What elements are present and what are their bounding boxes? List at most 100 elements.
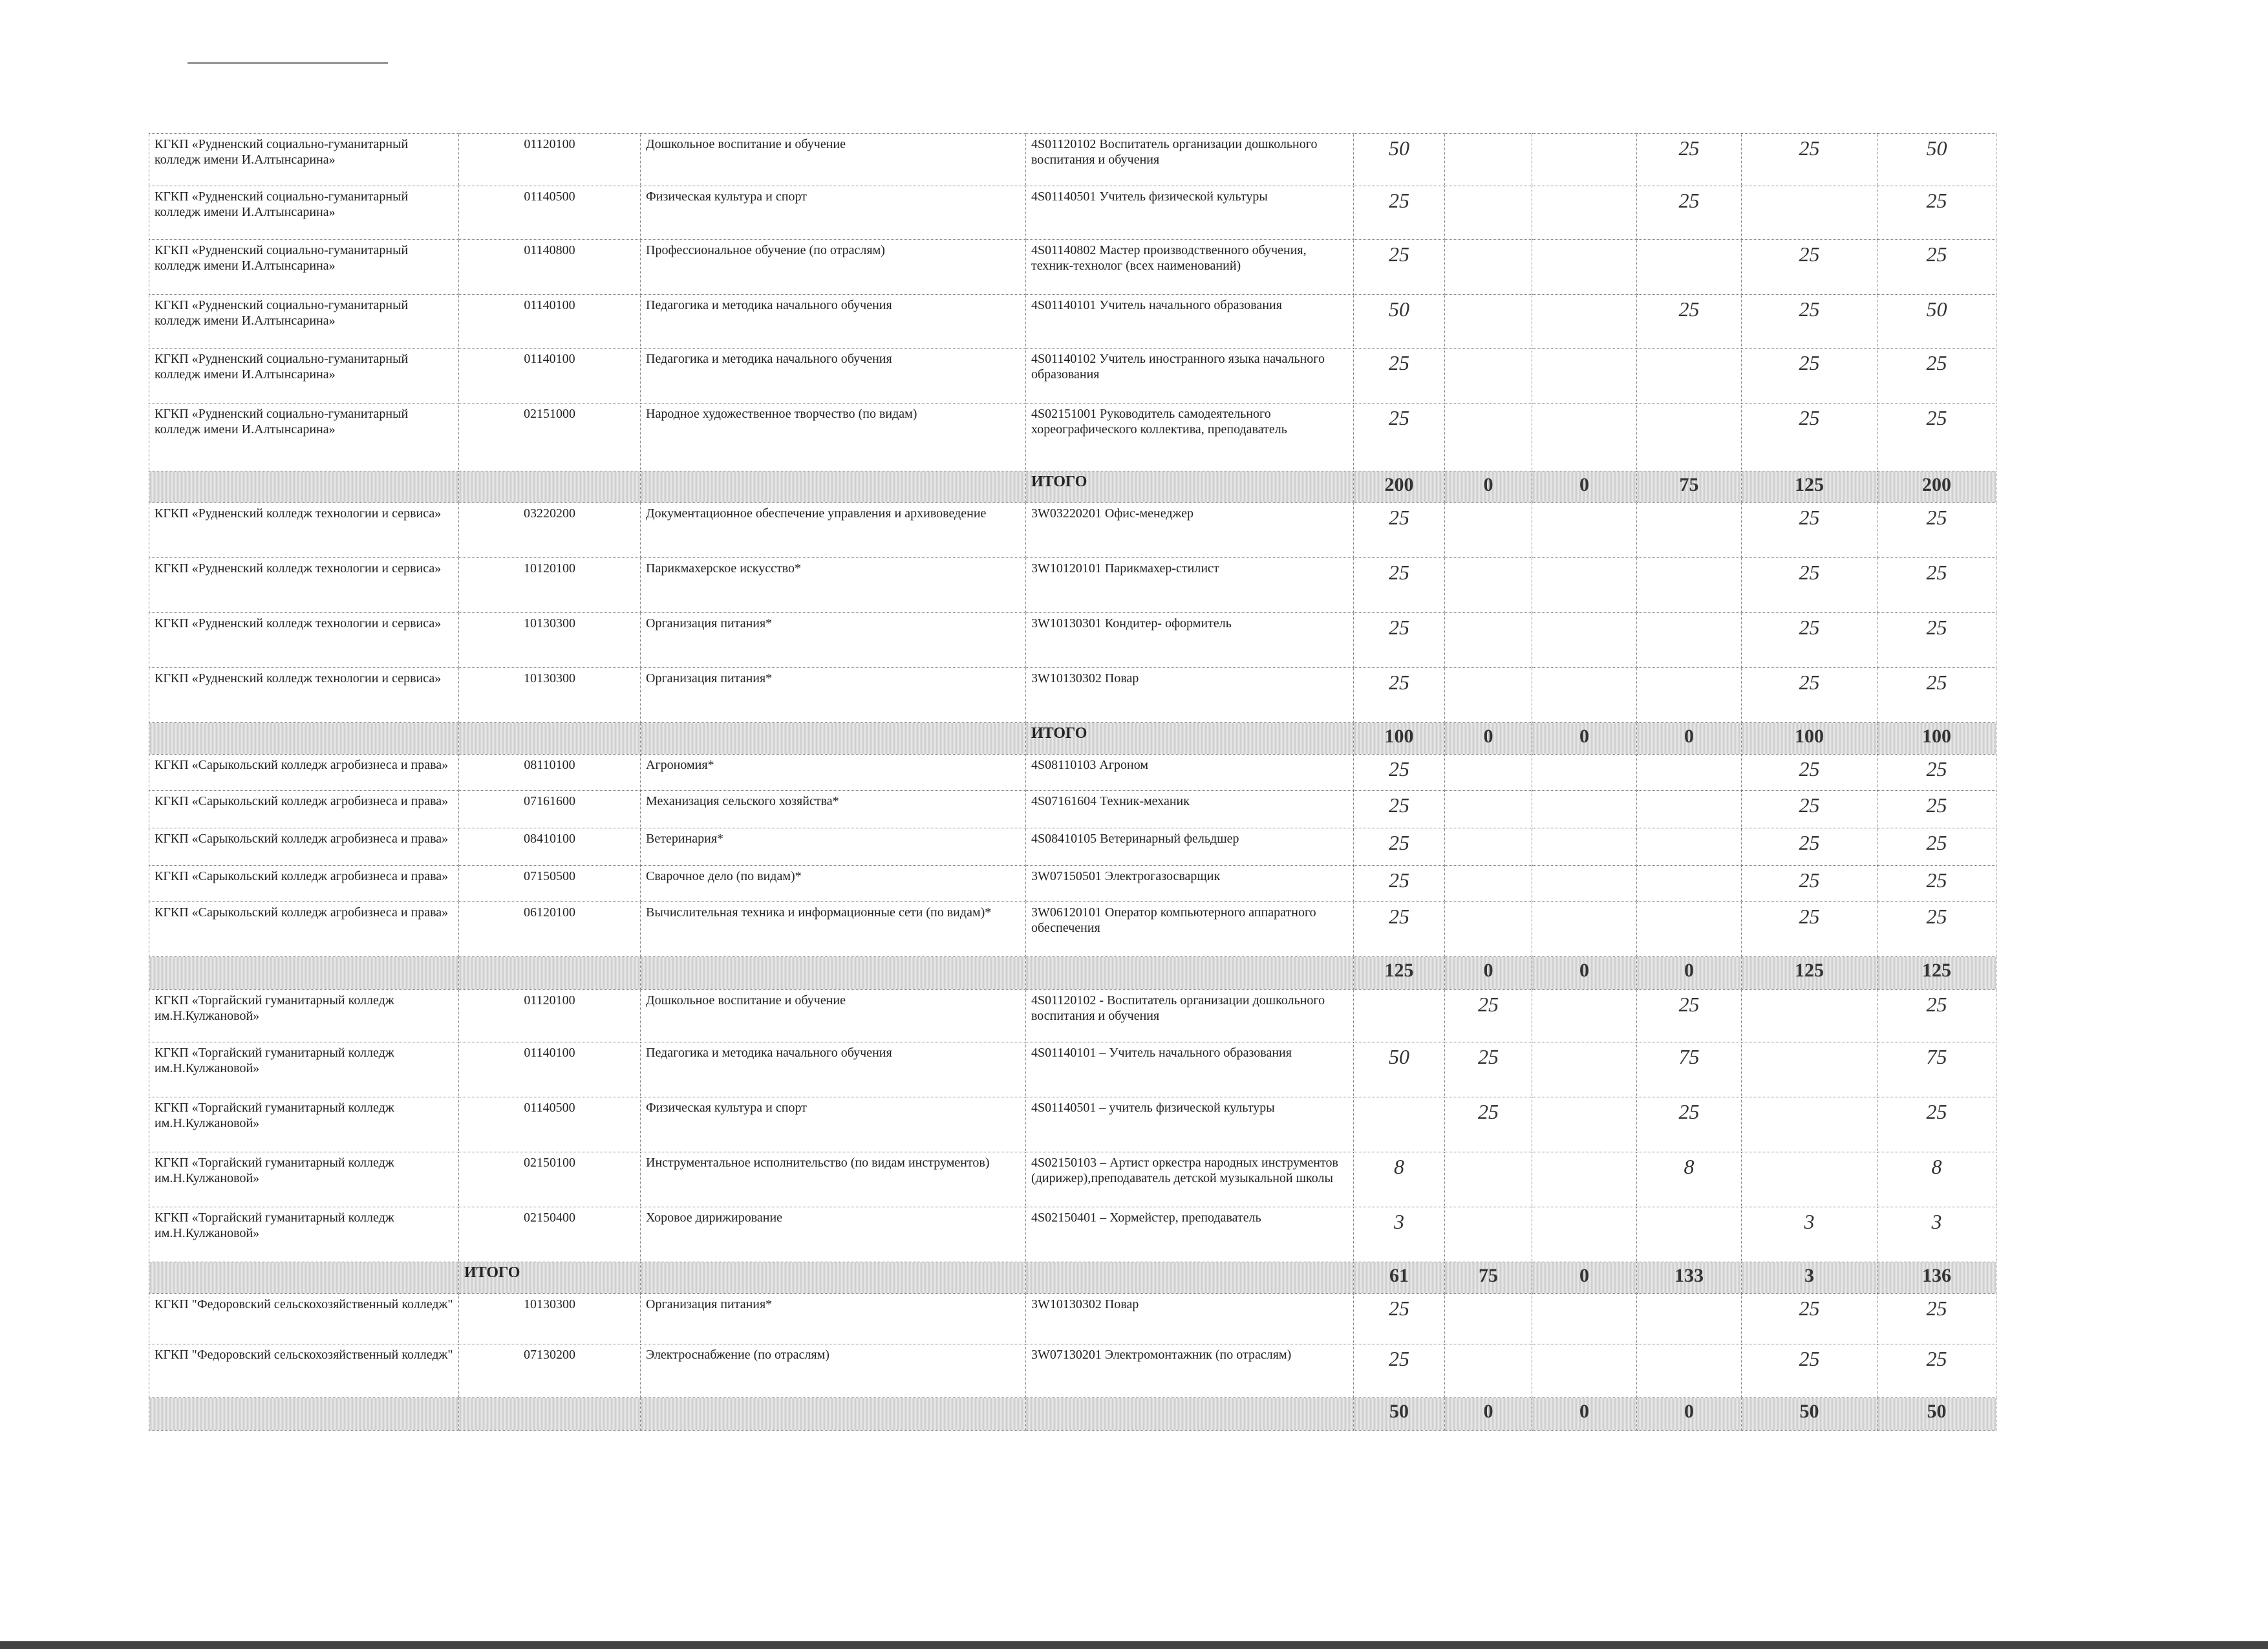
text-cell: Парикмахерское искусство* [640,557,1026,613]
data-row: КГКП «Торгайский гуманитарный колледж им… [149,1152,1996,1207]
data-row: КГКП «Рудненский социально-гуманитарный … [149,186,1996,240]
number-cell [1532,403,1637,471]
text-cell: Народное художественное творчество (по в… [640,403,1026,471]
number-cell: 50 [1353,133,1445,186]
text-cell: Инструментальное исполнительство (по вид… [640,1152,1026,1207]
number-cell: 25 [1877,1293,1996,1344]
number-cell: 25 [1741,403,1878,471]
number-cell: 25 [1877,828,1996,866]
code-cell: ИТОГО [458,1262,641,1294]
number-cell: 3 [1741,1262,1878,1294]
text-cell: 3W03220201 Офис-менеджер [1025,502,1354,558]
number-cell: 25 [1353,667,1445,723]
number-cell: 25 [1444,1097,1532,1152]
number-cell [1532,989,1637,1042]
number-cell: 25 [1877,1344,1996,1398]
number-cell: 25 [1741,828,1878,866]
number-cell: 25 [1877,901,1996,957]
text-cell: 3W10130301 Кондитер- оформитель [1025,612,1354,668]
number-cell [1353,989,1445,1042]
scan-smudge [187,62,388,64]
number-cell: 100 [1741,722,1878,755]
number-cell [1532,612,1637,668]
number-cell: 25 [1741,754,1878,791]
text-cell: Педагогика и методика начального обучени… [640,294,1026,349]
text-cell: 3W10120101 Парикмахер-стилист [1025,557,1354,613]
data-row: КГКП «Рудненский социально-гуманитарный … [149,348,1996,404]
number-cell: 25 [1741,901,1878,957]
total-row: ИТОГО 200 0 0 75 125 200 [149,471,1996,503]
number-cell [1636,239,1742,295]
text-cell: КГКП «Торгайский гуманитарный колледж им… [149,1152,459,1207]
number-cell [1636,1207,1742,1262]
code-cell: 01120100 [458,133,641,186]
number-cell [1532,1344,1637,1398]
number-cell: 25 [1741,133,1878,186]
text-cell: 3W10130302 Повар [1025,1293,1354,1344]
number-cell: 0 [1636,1397,1742,1431]
number-cell [1532,901,1637,957]
number-cell: 25 [1741,239,1878,295]
number-cell [1444,865,1532,902]
number-cell: 125 [1741,471,1878,503]
text-cell: 4S01120102 Воспитатель организации дошко… [1025,133,1354,186]
code-cell: 08410100 [458,828,641,866]
number-cell: 75 [1636,1042,1742,1097]
number-cell: 75 [1636,471,1742,503]
number-cell [1741,1097,1878,1152]
number-cell [1444,1152,1532,1207]
number-cell: 25 [1877,186,1996,240]
text-cell: 4S01140802 Мастер производственного обуч… [1025,239,1354,295]
text-cell: ИТОГО [1025,471,1354,503]
text-cell: КГКП «Рудненский колледж технологии и се… [149,557,459,613]
code-cell [458,722,641,755]
number-cell: 25 [1877,989,1996,1042]
text-cell: Хоровое дирижирование [640,1207,1026,1262]
text-cell: 4S01140102 Учитель иностранного языка на… [1025,348,1354,404]
text-cell: Агрономия* [640,754,1026,791]
text-cell [149,1262,459,1294]
number-cell [1444,828,1532,866]
code-cell: 03220200 [458,502,641,558]
data-row: КГКП «Рудненский колледж технологии и се… [149,557,1996,613]
data-row: КГКП «Торгайский гуманитарный колледж им… [149,1207,1996,1262]
number-cell: 200 [1353,471,1445,503]
number-cell: 0 [1444,956,1532,990]
data-row: КГКП «Рудненский колледж технологии и се… [149,612,1996,668]
data-row: КГКП «Рудненский колледж технологии и се… [149,502,1996,558]
data-row: КГКП «Торгайский гуманитарный колледж им… [149,989,1996,1042]
number-cell [1741,989,1878,1042]
number-cell: 25 [1353,1293,1445,1344]
number-cell [1444,557,1532,613]
text-cell [640,722,1026,755]
text-cell [149,471,459,503]
number-cell [1353,1097,1445,1152]
number-cell [1636,612,1742,668]
number-cell: 0 [1532,1262,1637,1294]
number-cell: 50 [1353,294,1445,349]
data-row: КГКП «Рудненский социально-гуманитарный … [149,133,1996,186]
number-cell: 25 [1741,294,1878,349]
number-cell: 0 [1444,1397,1532,1431]
number-cell [1636,348,1742,404]
data-row: КГКП «Сарыкольский колледж агробизнеса и… [149,790,1996,828]
number-cell: 25 [1741,790,1878,828]
data-row: КГКП «Сарыкольский колледж агробизнеса и… [149,865,1996,902]
number-cell [1444,133,1532,186]
code-cell: 02150100 [458,1152,641,1207]
code-cell: 02150400 [458,1207,641,1262]
code-cell: 01140800 [458,239,641,295]
text-cell: Механизация сельского хозяйства* [640,790,1026,828]
number-cell: 50 [1353,1042,1445,1097]
number-cell: 0 [1532,471,1637,503]
scan-edge [0,1641,2268,1649]
text-cell: Педагогика и методика начального обучени… [640,1042,1026,1097]
text-cell [640,1262,1026,1294]
text-cell: КГКП «Торгайский гуманитарный колледж им… [149,1207,459,1262]
text-cell: 4S02150401 – Хормейстер, преподаватель [1025,1207,1354,1262]
number-cell: 25 [1353,754,1445,791]
number-cell: 25 [1636,989,1742,1042]
code-cell: 06120100 [458,901,641,957]
code-cell: 01140100 [458,294,641,349]
number-cell [1636,1344,1742,1398]
